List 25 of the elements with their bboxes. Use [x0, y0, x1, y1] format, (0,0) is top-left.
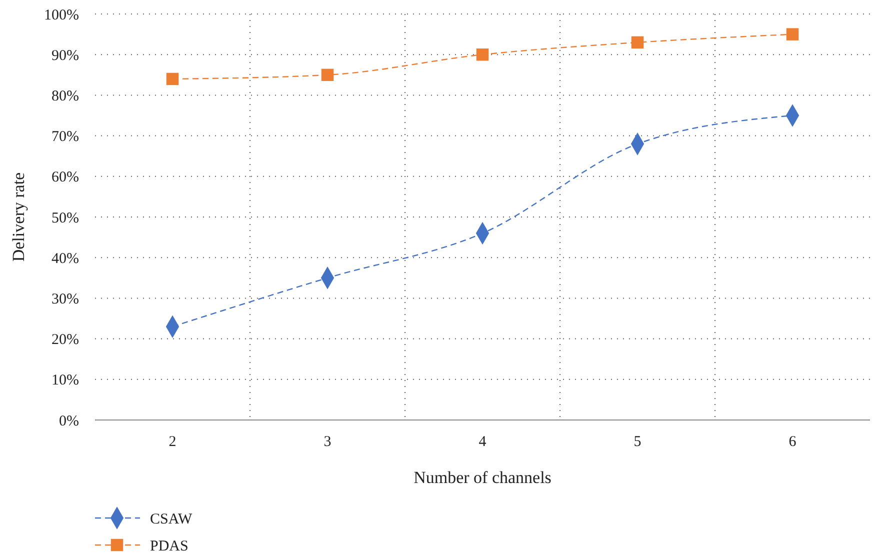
point	[166, 72, 179, 86]
y-tick-label: 0%	[59, 413, 79, 430]
x-tick-label: 4	[478, 434, 487, 450]
y-tick-label: 40%	[52, 250, 79, 267]
y-tick-label: 100%	[44, 7, 79, 24]
y-tick-label: 80%	[52, 88, 79, 104]
y-tick-label: 20%	[52, 332, 79, 348]
y-tick-label: 50%	[52, 210, 79, 226]
x-tick-label: 3	[324, 434, 332, 450]
point	[786, 28, 799, 40]
y-axis-title: Delivery rate	[9, 172, 28, 262]
y-tick-label: 60%	[52, 170, 79, 186]
y-tick-label: 10%	[52, 372, 79, 389]
x-tick-label: 5	[634, 434, 642, 450]
y-tick-label: 70%	[52, 129, 79, 146]
x-axis-title: Number of channels	[414, 468, 552, 487]
point	[321, 68, 334, 82]
point	[476, 48, 489, 61]
legend-label: CSAW	[150, 511, 193, 528]
y-tick-label: 90%	[52, 48, 79, 64]
x-tick-label: 6	[788, 434, 797, 450]
y-tick-label: 30%	[52, 291, 79, 308]
x-tick-label: 2	[168, 434, 176, 450]
legend-label: PDAS	[150, 538, 188, 554]
point	[631, 36, 644, 49]
